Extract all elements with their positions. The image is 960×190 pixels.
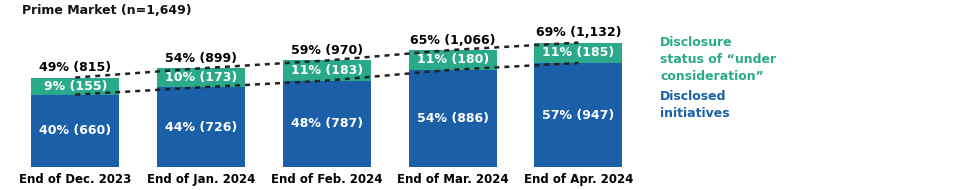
- Text: Prime Market (n=1,649): Prime Market (n=1,649): [22, 4, 192, 17]
- Bar: [535, 63, 622, 167]
- Text: 59% (970): 59% (970): [291, 44, 363, 57]
- Text: 40% (660): 40% (660): [39, 124, 111, 137]
- Bar: [283, 60, 371, 81]
- Text: 9% (155): 9% (155): [43, 80, 107, 93]
- Bar: [32, 78, 119, 95]
- Text: Disclosed
initiatives: Disclosed initiatives: [660, 90, 730, 120]
- Bar: [283, 81, 371, 167]
- Text: 11% (180): 11% (180): [417, 53, 489, 66]
- Text: 10% (173): 10% (173): [165, 71, 237, 84]
- Bar: [157, 87, 245, 167]
- Bar: [535, 43, 622, 63]
- Text: 54% (899): 54% (899): [165, 52, 237, 65]
- Text: 11% (183): 11% (183): [291, 64, 363, 77]
- Text: 65% (1,066): 65% (1,066): [410, 34, 495, 47]
- Text: 54% (886): 54% (886): [417, 112, 489, 125]
- Text: 49% (815): 49% (815): [39, 61, 111, 74]
- Text: 11% (185): 11% (185): [542, 46, 614, 59]
- Bar: [409, 70, 496, 167]
- Text: 44% (726): 44% (726): [165, 121, 237, 134]
- Bar: [32, 95, 119, 167]
- Text: 57% (947): 57% (947): [542, 109, 614, 122]
- Bar: [157, 68, 245, 87]
- Bar: [409, 50, 496, 70]
- Text: 69% (1,132): 69% (1,132): [536, 26, 621, 39]
- Text: Disclosure
status of “under
consideration”: Disclosure status of “under consideratio…: [660, 36, 777, 83]
- Text: 48% (787): 48% (787): [291, 117, 363, 131]
